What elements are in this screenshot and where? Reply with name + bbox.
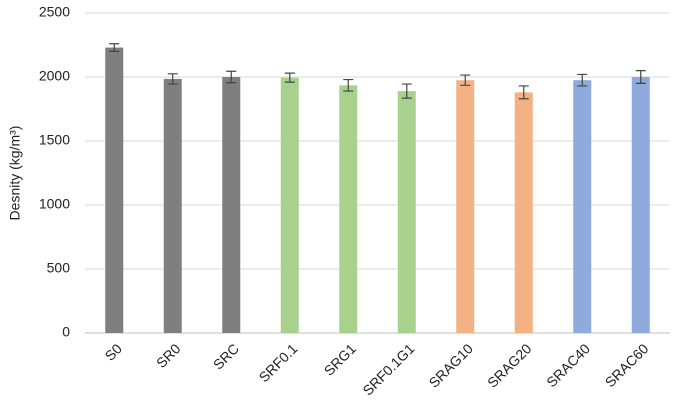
bar [222, 77, 241, 333]
y-tick-label: 500 [47, 260, 71, 276]
bar [339, 85, 358, 333]
y-tick-label: 0 [62, 324, 70, 340]
error-bar [284, 72, 295, 83]
error-bar [635, 70, 646, 84]
y-axis-label: Desnity (kg/m³) [7, 126, 23, 221]
y-tick-label: 2500 [39, 4, 70, 20]
x-tick-label: SRG1 [321, 340, 359, 378]
x-tick-label: SRF0.1 [256, 340, 301, 385]
y-tick-label: 1000 [39, 196, 70, 212]
x-tick-label: SRC [210, 340, 242, 372]
error-bar [109, 43, 120, 52]
y-tick-label: 2000 [39, 68, 70, 84]
y-tick-label: 1500 [39, 132, 70, 148]
error-bar [460, 74, 471, 86]
x-tick-label: SRAG10 [426, 340, 477, 391]
error-bar [167, 73, 178, 85]
bar [163, 78, 182, 333]
error-bar [343, 78, 354, 92]
x-tick-label: SRAG20 [484, 340, 535, 391]
bar [514, 92, 533, 333]
x-tick-label: SR0 [153, 340, 184, 371]
bar [456, 80, 475, 333]
x-tick-label: SRAC60 [602, 340, 652, 390]
x-tick-label: SRF0.1G1 [359, 340, 417, 398]
error-bar [518, 85, 529, 100]
x-tick-label: SRAC40 [543, 340, 593, 390]
error-bar [577, 73, 588, 87]
error-bar [226, 70, 237, 84]
bar [397, 91, 416, 333]
error-bar [401, 83, 412, 99]
bar [105, 47, 124, 334]
bar [631, 77, 650, 333]
x-tick-label: S0 [102, 340, 126, 364]
bar [280, 77, 299, 333]
bar [573, 80, 592, 333]
